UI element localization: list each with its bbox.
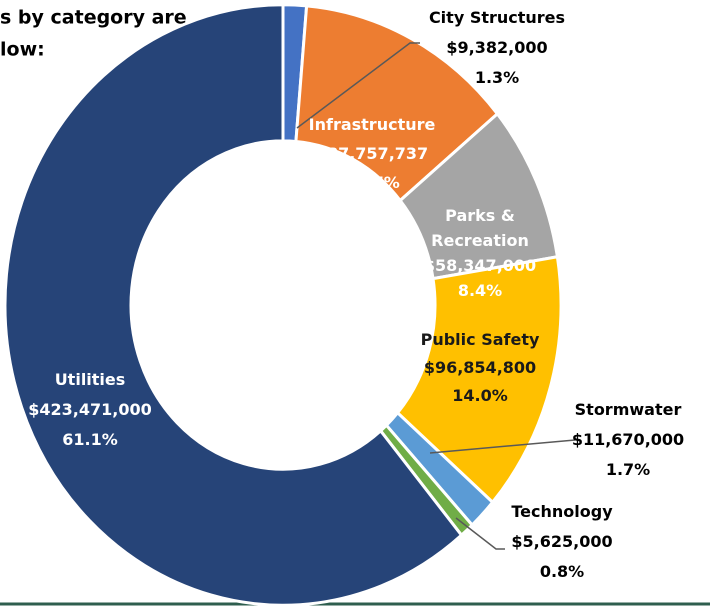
label-line: Utilities: [55, 370, 126, 389]
slice: [3, 3, 464, 607]
label-line: $5,625,000: [511, 532, 612, 551]
label-line: Stormwater: [575, 400, 682, 419]
leader-line: [429, 439, 576, 454]
label-line: Technology: [511, 502, 613, 521]
slice-label: Utilities $423,471,000 61.1%: [28, 370, 151, 449]
label-line: 1.7%: [606, 460, 650, 479]
label-line: Public Safety: [421, 330, 540, 349]
label-line: $58,347,000: [424, 256, 536, 275]
slice-label: Public Safety $96,854,800 14.0%: [421, 330, 540, 405]
label-line: 1.3%: [475, 68, 519, 87]
label-line: Infrastructure: [309, 115, 436, 134]
slice: [395, 255, 563, 505]
label-line: Recreation: [431, 231, 529, 250]
label-line: $11,670,000: [572, 430, 684, 449]
label-line: $423,471,000: [28, 400, 151, 419]
leader-line: [296, 42, 420, 129]
slice-label: Technology $5,625,000 0.8%: [511, 502, 613, 581]
title-line: s by category are: [0, 7, 187, 29]
label-line: 12.7%: [344, 173, 400, 192]
title-line: low:: [0, 39, 45, 61]
label-line: 0.8%: [540, 562, 584, 581]
slice-label: Parks & Recreation $58,347,000 8.4%: [424, 206, 536, 300]
slice-label: Stormwater $11,670,000 1.7%: [572, 400, 684, 479]
label-line: 14.0%: [452, 386, 508, 405]
label-line: $9,382,000: [446, 38, 547, 57]
label-line: 8.4%: [458, 281, 502, 300]
slice-label: Infrastructure $87,757,737 12.7%: [309, 115, 436, 192]
slice-label: City Structures $9,382,000 1.3%: [429, 8, 565, 87]
leader-line: [455, 517, 505, 550]
label-line: Parks &: [445, 206, 515, 225]
label-line: 61.1%: [62, 430, 118, 449]
label-line: $87,757,737: [316, 144, 428, 163]
label-line: City Structures: [429, 8, 565, 27]
label-line: $96,854,800: [424, 358, 536, 377]
